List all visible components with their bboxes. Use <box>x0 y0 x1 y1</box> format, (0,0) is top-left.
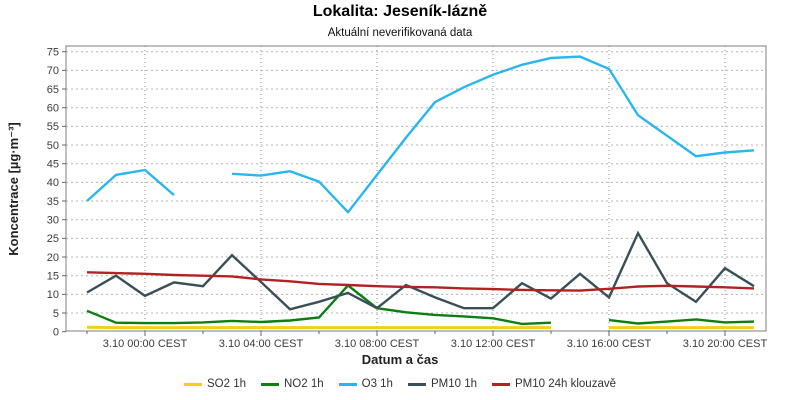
series-line-pm10-1h <box>86 230 755 311</box>
legend-item-no2-1h: NO2 1h <box>260 378 324 390</box>
gridlines <box>66 46 766 331</box>
y-tick-label: 15 <box>47 271 59 283</box>
x-tick-label: 3.10 12:00 CEST <box>451 338 536 350</box>
y-tick-label: 0 <box>53 327 59 339</box>
series-line-no2-1h <box>86 283 552 326</box>
legend-item-pm10-24h: PM10 24h klouzavě <box>491 378 616 390</box>
legend-swatch-no2-1h <box>260 382 279 386</box>
legend-label-no2-1h: NO2 1h <box>283 378 324 390</box>
series-line-o3-1h <box>231 55 755 215</box>
legend: SO2 1h NO2 1h O3 1h PM10 1h PM10 24h klouzav… <box>0 378 800 390</box>
legend-item-pm10-1h: PM10 1h <box>407 378 477 390</box>
series-line-pm10-24h <box>86 271 755 292</box>
legend-label-o3-1h: O3 1h <box>361 378 393 390</box>
x-tick-label: 3.10 04:00 CEST <box>219 338 304 350</box>
y-tick-label: 55 <box>47 121 59 133</box>
legend-item-o3-1h: O3 1h <box>338 378 393 390</box>
y-tick-label: 70 <box>47 65 59 77</box>
y-tick-label: 35 <box>47 196 59 208</box>
y-tick-label: 25 <box>47 233 59 245</box>
legend-label-pm10-24h: PM10 24h klouzavě <box>514 378 616 390</box>
legend-swatch-pm10-1h <box>407 382 426 386</box>
y-tick-label: 50 <box>47 140 59 152</box>
legend-label-pm10-1h: PM10 1h <box>430 378 477 390</box>
chart-subtitle: Aktuální neverifikovaná data <box>327 27 473 39</box>
x-tick-label: 3.10 16:00 CEST <box>567 338 652 350</box>
series-line-no2-1h <box>608 318 755 325</box>
legend-swatch-so2-1h <box>183 382 202 386</box>
y-tick-label: 75 <box>47 47 59 59</box>
y-tick-label: 60 <box>47 103 59 115</box>
series-lines <box>86 55 755 330</box>
chart-title: Lokalita: Jeseník-lázně <box>312 3 488 20</box>
x-tick-label: 3.10 20:00 CEST <box>683 338 768 350</box>
y-axis-label: Koncentrace [µg·m⁻³] <box>6 122 21 256</box>
legend-item-so2-1h: SO2 1h <box>183 378 246 390</box>
x-tick-label: 3.10 00:00 CEST <box>103 338 188 350</box>
y-tick-label: 40 <box>47 177 59 189</box>
legend-label-so2-1h: SO2 1h <box>206 378 246 390</box>
x-axis-label: Datum a čas <box>361 352 439 367</box>
legend-swatch-o3-1h <box>338 382 357 386</box>
y-tick-label: 30 <box>47 215 59 227</box>
y-tick-label: 45 <box>47 159 59 171</box>
y-tick-label: 5 <box>53 308 59 320</box>
y-tick-label: 10 <box>47 289 59 301</box>
y-tick-label: 20 <box>47 252 59 264</box>
legend-swatch-pm10-24h <box>491 382 510 386</box>
x-tick-label: 3.10 08:00 CEST <box>335 338 420 350</box>
series-line-o3-1h <box>86 168 175 202</box>
axes: 0 5 10 15 20 25 30 35 40 45 50 55 60 65 70 75 3.10 00:00… <box>47 45 768 350</box>
y-tick-label: 65 <box>47 84 59 96</box>
